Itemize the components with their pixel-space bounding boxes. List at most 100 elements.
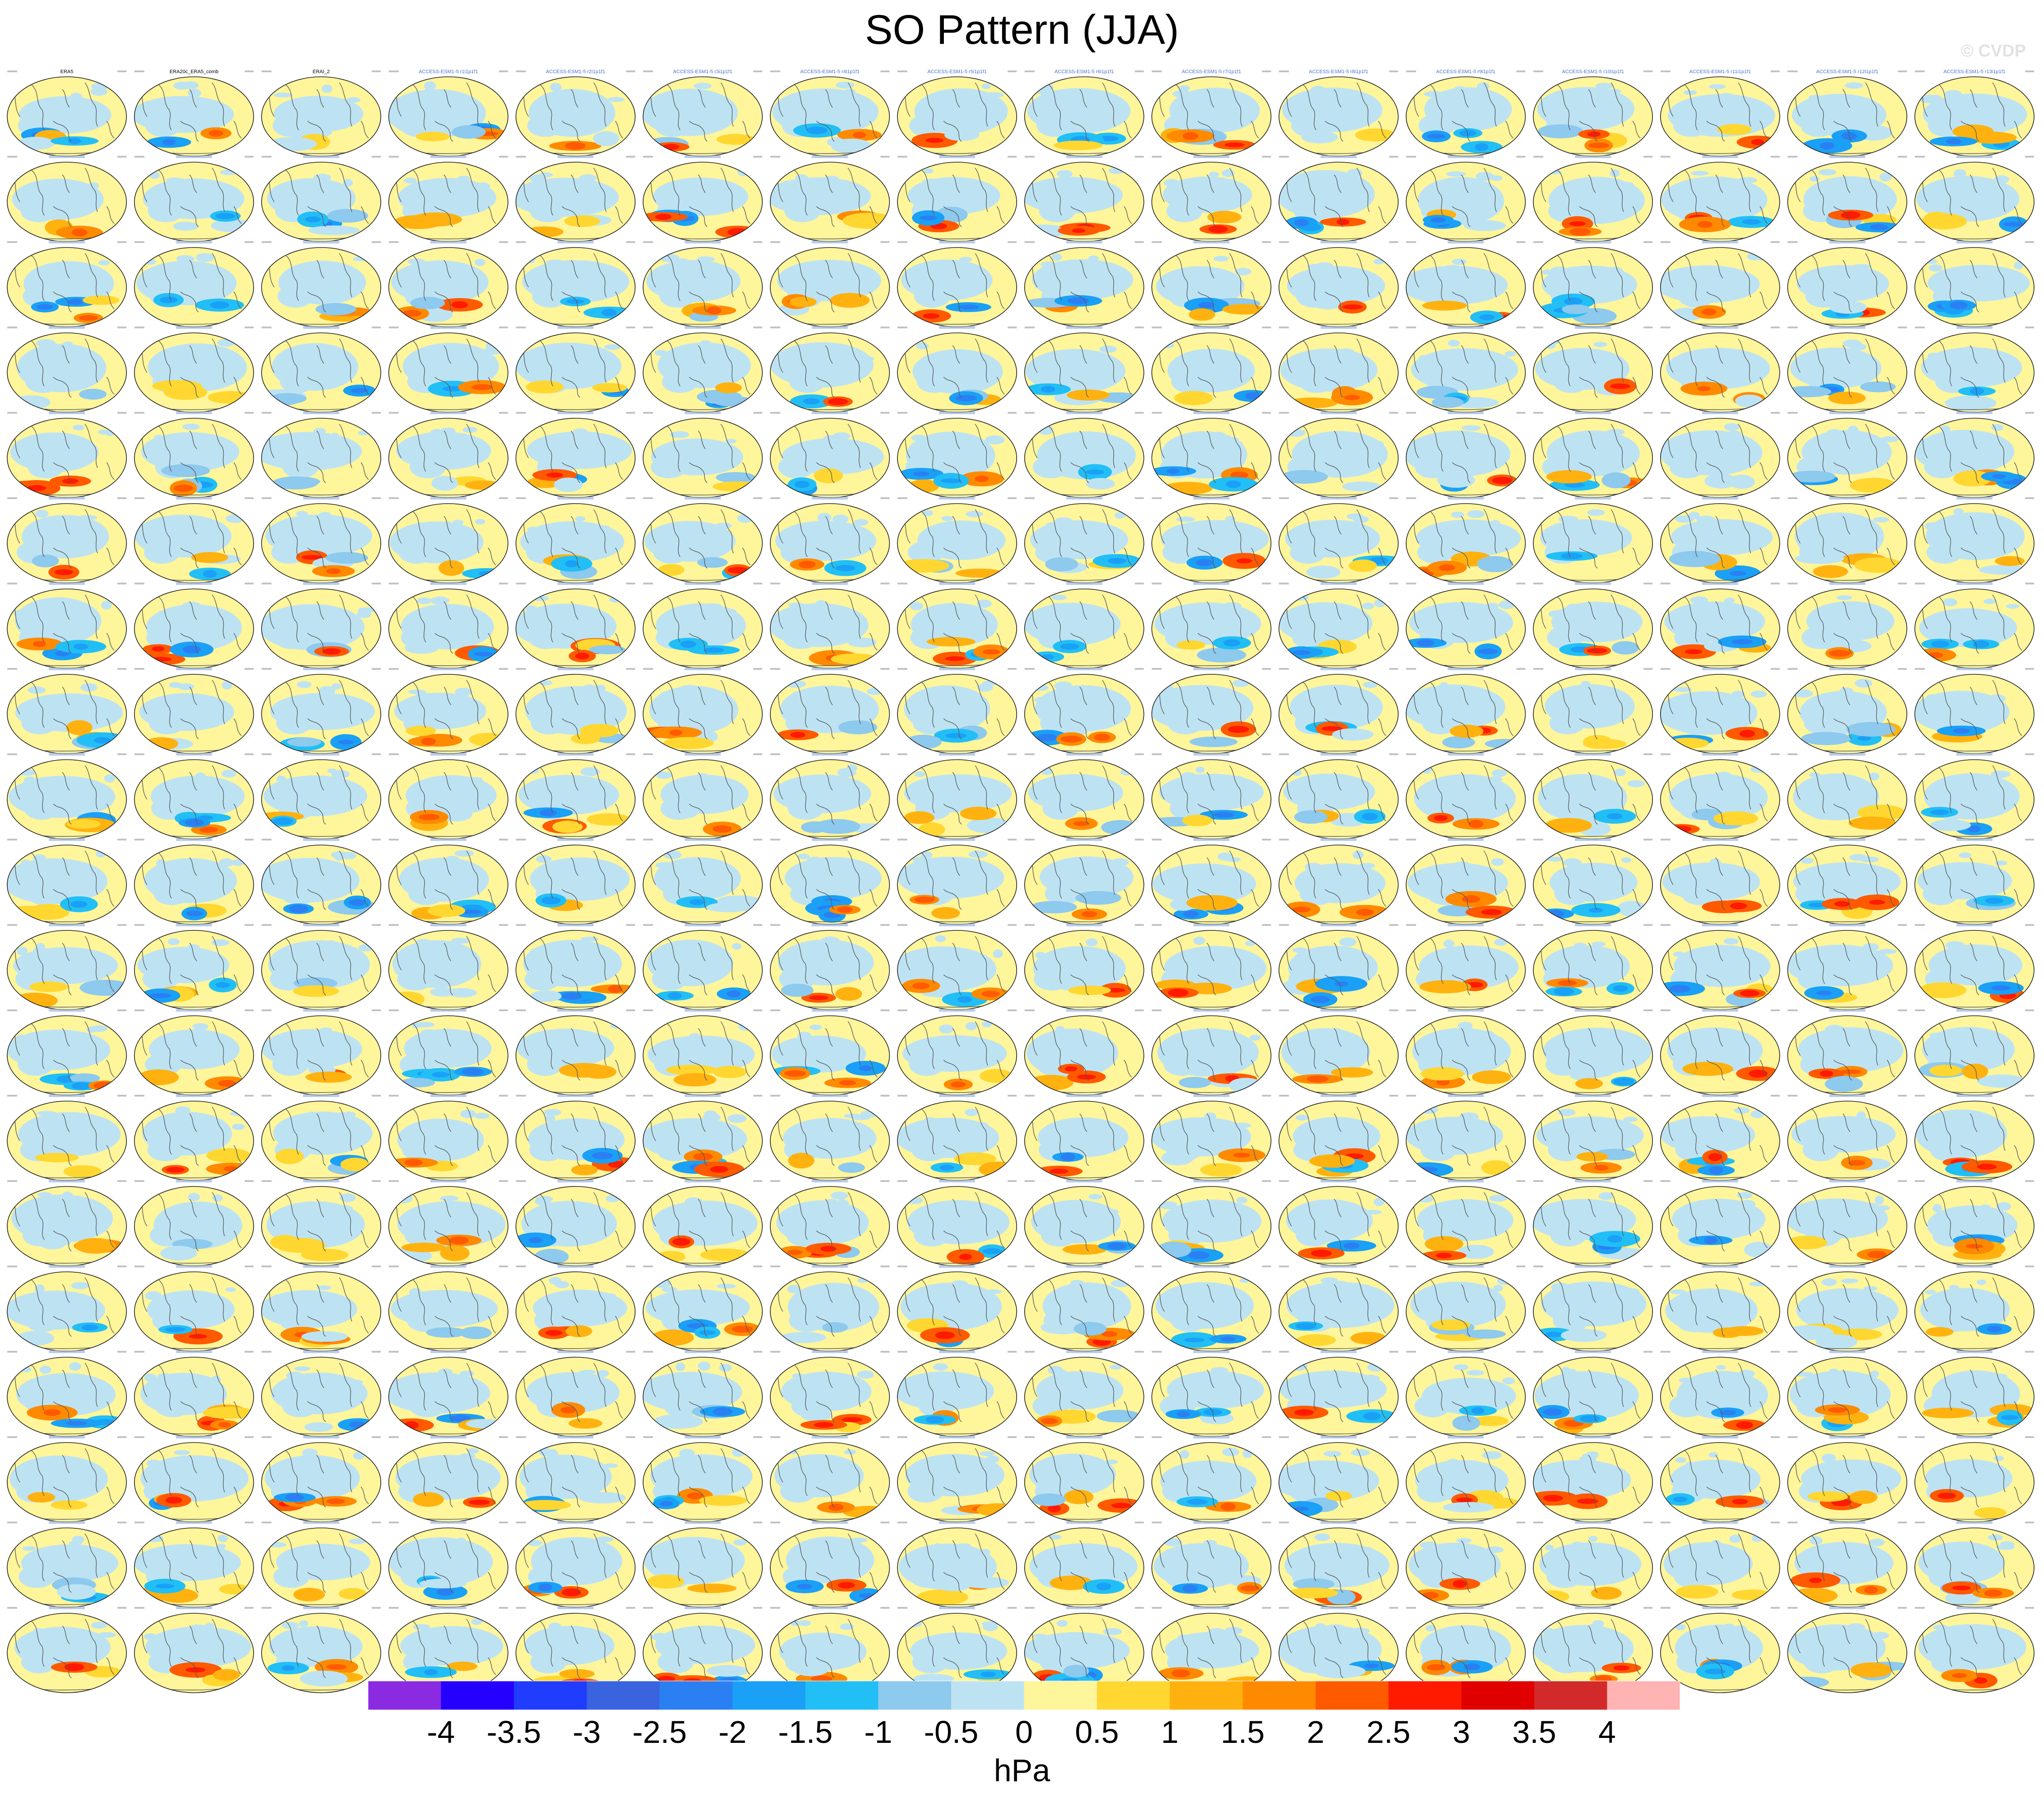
map-panel <box>1914 1094 2035 1181</box>
map-panel <box>261 753 382 840</box>
colorbar-tick-label: 3.5 <box>1512 1714 1556 1750</box>
map-panel <box>1787 1521 1908 1608</box>
map-panel <box>643 924 763 1010</box>
map-panel <box>1024 1521 1144 1608</box>
map-panel <box>1405 1009 1526 1096</box>
map-panel <box>388 155 509 242</box>
map-panel <box>1405 1521 1526 1608</box>
map-panel <box>897 582 1017 669</box>
map-panel <box>1405 924 1526 1010</box>
map-panel: ERA20c_ERA5_comb <box>134 69 254 157</box>
map-panel <box>1405 1350 1526 1437</box>
map-panel <box>261 668 382 754</box>
map-panel <box>643 497 763 584</box>
panel-title: ACCESS-ESM1-5 r3i1p1f1 <box>673 69 732 75</box>
map-panel <box>1914 1606 2035 1693</box>
map-panel: ACCESS-ESM1-5 r7i1p1f1 <box>1151 69 1272 157</box>
map-panel <box>1914 1350 2035 1437</box>
map-panel <box>388 1350 509 1437</box>
colorbar-swatch <box>1534 1681 1608 1710</box>
panel-title: ERA20c_ERA5_comb <box>169 69 218 75</box>
colorbar-tick-label: -0.5 <box>924 1714 979 1750</box>
map-panel <box>1279 1009 1399 1096</box>
map-panel <box>1660 1265 1780 1352</box>
map-panel <box>1533 1606 1653 1693</box>
map-panel <box>1024 1436 1144 1522</box>
map-panel <box>1660 411 1780 498</box>
map-panel <box>643 753 763 840</box>
colorbar-units: hPa <box>994 1753 1050 1788</box>
map-panel <box>770 411 890 498</box>
map-panel <box>1914 924 2035 1010</box>
colorbar-tick-label: -2 <box>718 1714 747 1750</box>
map-panel <box>643 1180 763 1266</box>
colorbar-swatch <box>513 1681 587 1710</box>
map-panel <box>515 1265 636 1352</box>
map-panel <box>388 1606 509 1693</box>
map-panel <box>1151 241 1272 327</box>
map-panel <box>1024 497 1144 584</box>
map-panel <box>388 1180 509 1266</box>
colorbar-tick-label: 1.5 <box>1221 1714 1265 1750</box>
map-panel <box>1914 582 2035 669</box>
map-panel <box>261 582 382 669</box>
map-panel <box>1787 1094 1908 1181</box>
map-panel <box>1024 1180 1144 1266</box>
map-panel <box>897 155 1017 242</box>
panel-grid: ERA5 ERA20c_ERA5_comb ERAI_2 ACCESS-ESM1-5 … <box>7 69 2035 1693</box>
map-panel <box>1151 497 1272 584</box>
map-panel: ACCESS-ESM1-5 r5i1p1f1 <box>897 69 1017 157</box>
map-panel <box>897 1436 1017 1522</box>
map-panel <box>134 838 254 925</box>
map-panel <box>1151 1606 1272 1693</box>
map-panel <box>1660 753 1780 840</box>
map-panel <box>897 1265 1017 1352</box>
map-panel <box>1405 497 1526 584</box>
map-panel <box>643 411 763 498</box>
map-panel <box>261 1606 382 1693</box>
map-panel <box>643 1521 763 1608</box>
colorbar-swatch <box>1607 1681 1680 1710</box>
map-panel <box>261 1094 382 1181</box>
map-panel <box>1660 1094 1780 1181</box>
colorbar-tick-label: -1.5 <box>778 1714 833 1750</box>
map-panel <box>388 1094 509 1181</box>
map-panel <box>515 1521 636 1608</box>
map-panel <box>134 1009 254 1096</box>
map-panel <box>770 1606 890 1693</box>
map-panel <box>770 668 890 754</box>
map-panel <box>1405 1180 1526 1266</box>
map-panel <box>1024 1606 1144 1693</box>
map-panel <box>897 1350 1017 1437</box>
map-panel <box>1279 411 1399 498</box>
map-panel <box>1405 155 1526 242</box>
map-panel <box>515 155 636 242</box>
map-panel <box>1787 411 1908 498</box>
map-panel <box>515 497 636 584</box>
map-panel <box>643 838 763 925</box>
map-panel <box>897 668 1017 754</box>
map-panel <box>1914 497 2035 584</box>
map-panel <box>1279 1350 1399 1437</box>
map-panel <box>7 1606 127 1693</box>
map-panel <box>1787 1180 1908 1266</box>
panel-title: ACCESS-ESM1-5 r12i1p1f1 <box>1816 69 1879 75</box>
map-panel <box>1914 668 2035 754</box>
colorbar-swatch <box>878 1681 952 1710</box>
map-panel <box>1279 241 1399 327</box>
map-panel <box>7 1180 127 1266</box>
colorbar-swatch <box>659 1681 733 1710</box>
map-panel <box>1405 582 1526 669</box>
map-panel <box>1279 1180 1399 1266</box>
colorbar-tick-label: 2.5 <box>1366 1714 1411 1750</box>
map-panel <box>643 1606 763 1693</box>
map-panel <box>388 668 509 754</box>
map-panel <box>388 241 509 327</box>
map-panel <box>1024 241 1144 327</box>
map-panel <box>1660 497 1780 584</box>
map-panel: ACCESS-ESM1-5 r3i1p1f1 <box>643 69 763 157</box>
map-panel <box>1151 838 1272 925</box>
map-panel <box>1914 1180 2035 1266</box>
map-panel <box>770 1436 890 1522</box>
map-panel <box>1405 411 1526 498</box>
